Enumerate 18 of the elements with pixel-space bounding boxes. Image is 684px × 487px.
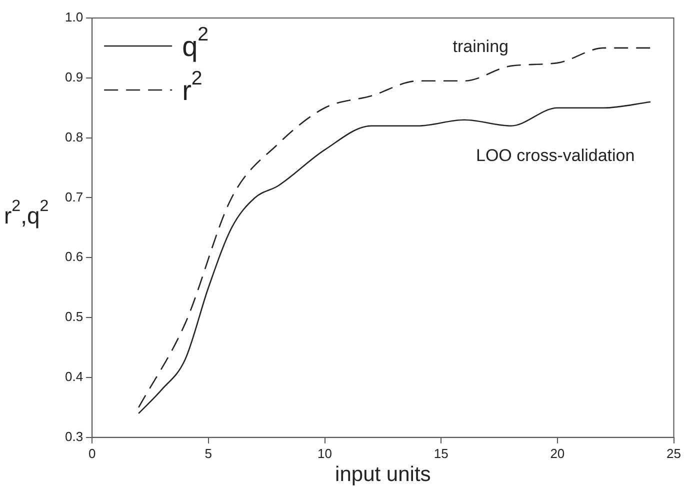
y-tick-label: 0.9	[64, 69, 84, 84]
x-tick-label: 0	[88, 446, 96, 461]
y-tick-label: 0.6	[64, 249, 84, 264]
y-tick-label: 0.3	[64, 428, 84, 444]
y-tick-label: 0.8	[64, 129, 84, 144]
line-series	[138, 101, 652, 414]
x-axis-title: input units	[335, 463, 431, 486]
y-tick-label: 1.0	[64, 10, 84, 25]
x-tick-label: 15	[434, 446, 448, 461]
y-tick-label: 0.7	[64, 189, 84, 204]
x-tick-label: 20	[550, 446, 565, 461]
annotation: training	[452, 37, 508, 56]
annotation: LOO cross-validation	[476, 146, 635, 166]
y-tick-label: 0.4	[64, 369, 84, 384]
x-tick-label: 25	[666, 446, 682, 461]
x-tick-label: 5	[204, 446, 212, 461]
y-tick-label: 0.5	[64, 309, 84, 324]
x-tick-label: 10	[318, 446, 332, 461]
